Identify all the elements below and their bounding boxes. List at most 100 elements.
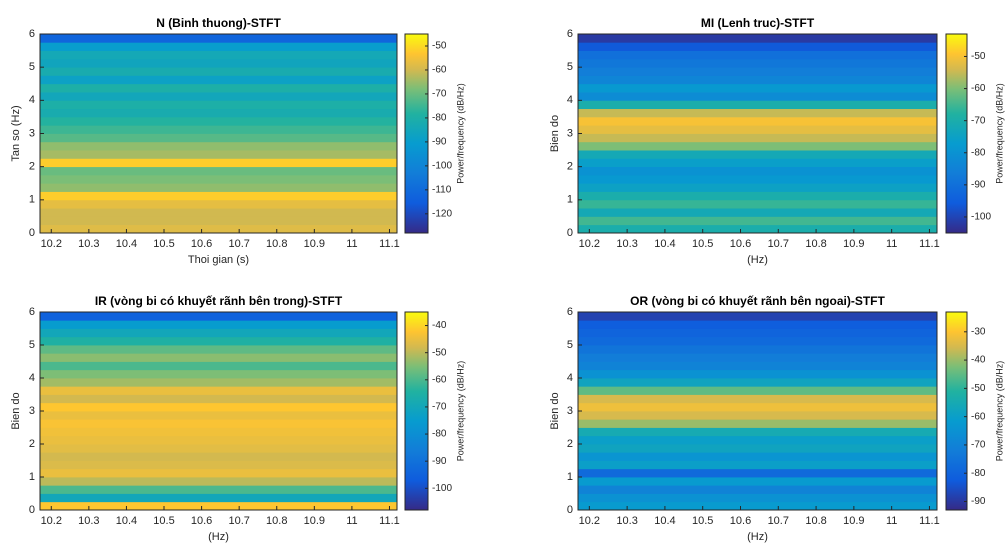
y-tick-label: 2 <box>567 161 573 173</box>
heatmap-band <box>578 116 937 126</box>
heatmap-band <box>40 191 397 201</box>
heatmap-band <box>40 83 397 93</box>
heatmap-band <box>578 460 937 470</box>
heatmap-band <box>40 216 397 226</box>
colorbar-tick-label: -90 <box>432 137 447 148</box>
colorbar-tick-label: -50 <box>971 383 986 394</box>
colorbar-tick-label: -80 <box>971 468 986 479</box>
heatmap-band <box>578 183 937 192</box>
x-tick-label: 10.4 <box>654 515 675 527</box>
heatmap-band <box>578 435 937 445</box>
heatmap-band <box>578 353 937 362</box>
heatmap-band <box>40 345 397 354</box>
x-tick-label: 10.4 <box>116 515 137 527</box>
heatmap-band <box>578 50 937 60</box>
colorbar-tick-label: -80 <box>432 429 447 440</box>
colorbar-tick-label: -110 <box>432 184 452 195</box>
x-axis-label: (Hz) <box>747 531 768 543</box>
colorbar-frame <box>404 311 429 511</box>
y-tick-label: 4 <box>567 372 573 384</box>
colorbar-label: Power/frequency (dB/Hz) <box>455 83 465 184</box>
heatmap-band <box>578 468 937 478</box>
y-tick-label: 4 <box>29 372 35 384</box>
heatmap-band <box>578 444 937 453</box>
heatmap-band <box>40 485 397 494</box>
x-tick-label: 10.2 <box>579 238 600 250</box>
colorbar-tick-label: -60 <box>971 411 986 422</box>
x-tick-label: 10.2 <box>579 515 600 527</box>
y-axis-label: Bien do <box>549 392 561 429</box>
heatmap-band <box>40 386 397 395</box>
heatmap-band <box>40 419 397 428</box>
heatmap-band <box>578 411 937 420</box>
x-tick-label: 10.9 <box>304 238 325 250</box>
heatmap-band <box>578 208 937 217</box>
heatmap-band <box>40 141 397 151</box>
heatmap-band <box>578 58 937 68</box>
heatmap-band <box>40 353 397 362</box>
heatmap-band <box>578 493 937 503</box>
x-tick-label: 10.2 <box>41 238 62 250</box>
heatmap-band <box>578 133 937 143</box>
y-tick-label: 0 <box>29 504 35 516</box>
heatmap-band <box>40 411 397 420</box>
colorbar-frame <box>945 33 968 234</box>
heatmap-band <box>578 191 937 201</box>
heatmap-band <box>40 108 397 118</box>
colorbar-label: Power/frequency (dB/Hz) <box>994 361 1004 462</box>
colorbar-tick-label: -60 <box>432 65 447 76</box>
heatmap-band <box>40 133 397 143</box>
colorbar-tick-label: -70 <box>432 89 447 100</box>
heatmap-band <box>40 42 397 51</box>
y-tick-label: 2 <box>567 438 573 450</box>
heatmap-band <box>40 75 397 85</box>
colorbar-tick-label: -90 <box>971 496 986 507</box>
x-tick-label: 10.6 <box>191 238 212 250</box>
heatmap-band <box>578 477 937 486</box>
heatmap-band <box>578 378 937 387</box>
heatmap-band <box>578 158 937 168</box>
x-tick-label: 11.1 <box>919 238 940 250</box>
heatmap-band <box>578 42 937 51</box>
heatmap-band <box>40 328 397 338</box>
heatmap-band <box>578 452 937 461</box>
heatmap-band <box>40 58 397 68</box>
x-tick-label: 10.5 <box>153 515 174 527</box>
heatmap-band <box>40 394 397 404</box>
heatmap-band <box>578 402 937 412</box>
x-axis-label: Thoi gian (s) <box>188 254 249 266</box>
colorbar <box>405 34 428 233</box>
colorbar <box>946 34 967 233</box>
heatmap-band <box>578 501 937 511</box>
colorbar-label: Power/frequency (dB/Hz) <box>994 83 1004 184</box>
heatmap-band <box>578 67 937 76</box>
heatmap-band <box>40 199 397 209</box>
heatmap-band <box>578 320 937 329</box>
colorbar-tick-label: -40 <box>432 320 447 331</box>
heatmap-band <box>578 174 937 184</box>
y-tick-label: 6 <box>567 306 573 318</box>
x-axis-label: (Hz) <box>208 531 229 543</box>
heatmap-band <box>578 75 937 85</box>
heatmap-band <box>578 92 937 101</box>
heatmap-band <box>578 150 937 159</box>
y-tick-label: 0 <box>29 227 35 239</box>
heatmap-band <box>578 125 937 134</box>
x-tick-label: 10.8 <box>266 515 287 527</box>
heatmap-band <box>40 336 397 346</box>
heatmap-band <box>40 427 397 437</box>
y-tick-label: 3 <box>567 405 573 417</box>
y-tick-label: 6 <box>567 28 573 40</box>
heatmap-band <box>578 336 937 346</box>
heatmap-band <box>40 378 397 387</box>
colorbar-frame <box>404 33 429 234</box>
heatmap-band <box>578 394 937 404</box>
colorbar-tick-label: -80 <box>432 113 447 124</box>
heatmap-band <box>40 125 397 134</box>
heatmap-band <box>40 320 397 329</box>
heatmap-band <box>578 34 937 43</box>
heatmap-band <box>578 108 937 118</box>
colorbar-tick-label: -90 <box>432 456 447 467</box>
y-tick-label: 5 <box>29 61 35 73</box>
